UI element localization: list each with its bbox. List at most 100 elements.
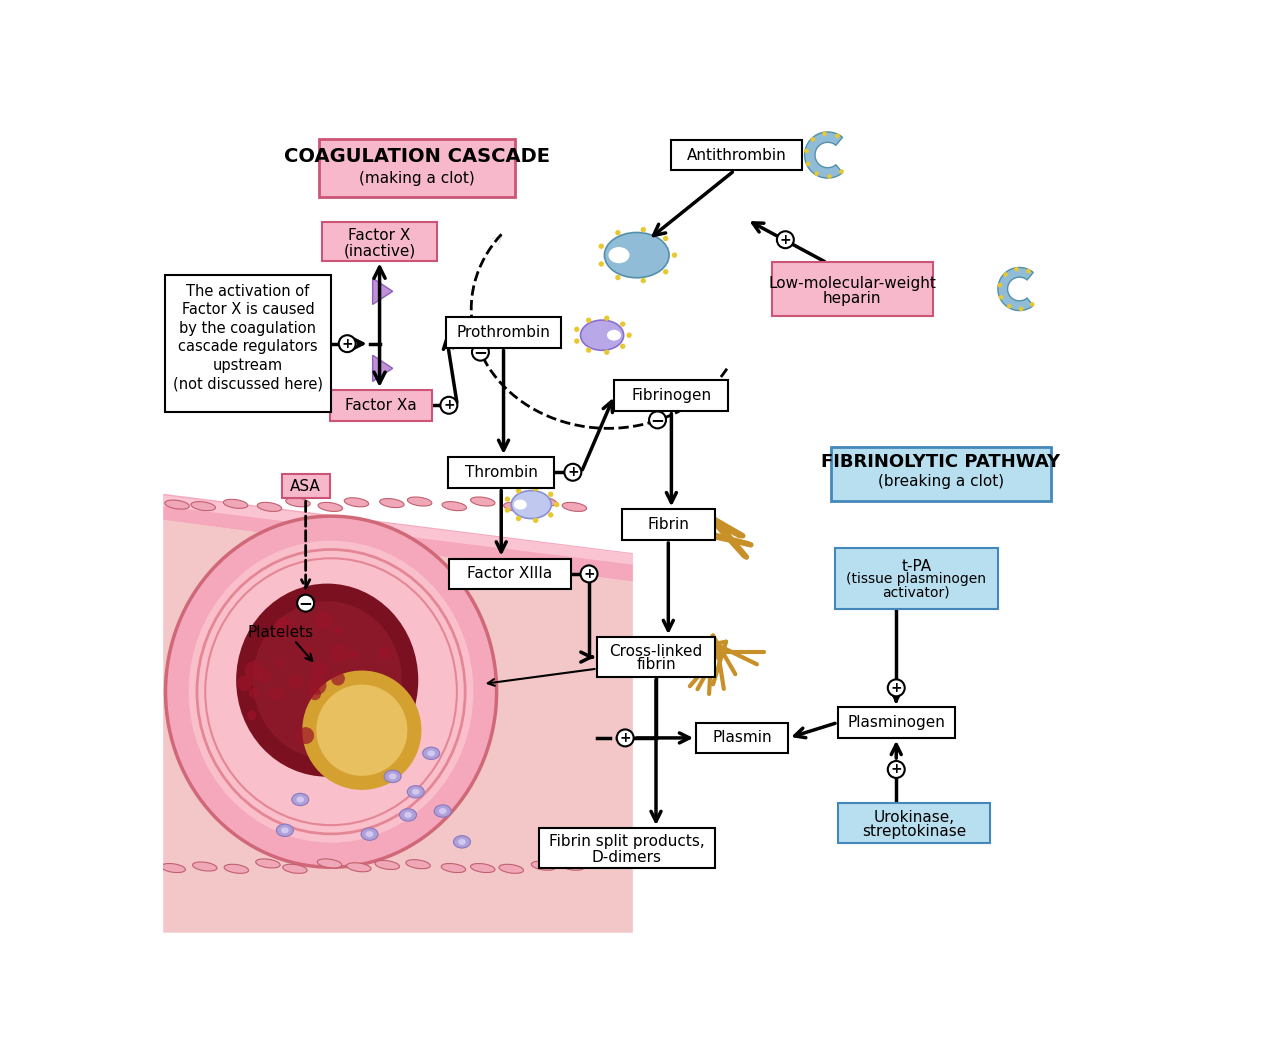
Ellipse shape bbox=[380, 499, 404, 507]
Ellipse shape bbox=[458, 838, 466, 845]
Circle shape bbox=[548, 492, 553, 497]
Text: (not discussed here): (not discussed here) bbox=[173, 376, 323, 391]
FancyBboxPatch shape bbox=[165, 276, 330, 412]
Circle shape bbox=[329, 643, 348, 662]
Ellipse shape bbox=[499, 865, 524, 873]
Ellipse shape bbox=[191, 502, 215, 510]
Circle shape bbox=[575, 339, 580, 344]
Text: The activation of: The activation of bbox=[187, 284, 310, 299]
Circle shape bbox=[810, 137, 815, 141]
Ellipse shape bbox=[399, 809, 416, 821]
Circle shape bbox=[237, 676, 252, 691]
Text: by the coagulation: by the coagulation bbox=[179, 321, 316, 335]
Circle shape bbox=[312, 661, 328, 677]
Circle shape bbox=[804, 149, 809, 153]
Circle shape bbox=[308, 687, 321, 700]
Ellipse shape bbox=[471, 497, 495, 506]
Ellipse shape bbox=[236, 584, 419, 777]
Ellipse shape bbox=[404, 812, 412, 818]
Ellipse shape bbox=[257, 502, 282, 511]
Circle shape bbox=[581, 566, 598, 583]
Circle shape bbox=[814, 171, 819, 176]
Ellipse shape bbox=[559, 861, 584, 870]
Circle shape bbox=[835, 133, 840, 138]
Circle shape bbox=[672, 253, 677, 258]
Ellipse shape bbox=[161, 864, 186, 873]
Circle shape bbox=[472, 344, 489, 361]
Circle shape bbox=[270, 687, 283, 701]
Ellipse shape bbox=[302, 671, 421, 790]
Circle shape bbox=[620, 344, 626, 349]
Circle shape bbox=[257, 670, 271, 683]
Circle shape bbox=[604, 349, 609, 355]
FancyBboxPatch shape bbox=[837, 707, 955, 738]
Ellipse shape bbox=[428, 750, 435, 757]
Ellipse shape bbox=[608, 247, 630, 263]
Circle shape bbox=[1014, 267, 1019, 271]
Ellipse shape bbox=[607, 330, 621, 341]
Circle shape bbox=[244, 661, 264, 679]
Polygon shape bbox=[372, 278, 393, 304]
Ellipse shape bbox=[344, 498, 369, 507]
Circle shape bbox=[332, 672, 344, 685]
Circle shape bbox=[297, 594, 314, 612]
Circle shape bbox=[663, 269, 668, 275]
Text: Platelets: Platelets bbox=[247, 625, 314, 640]
Polygon shape bbox=[164, 494, 632, 582]
Ellipse shape bbox=[224, 499, 248, 508]
Ellipse shape bbox=[422, 747, 439, 760]
FancyBboxPatch shape bbox=[696, 722, 788, 754]
Ellipse shape bbox=[347, 863, 371, 872]
Ellipse shape bbox=[276, 824, 293, 836]
Ellipse shape bbox=[282, 827, 289, 833]
Polygon shape bbox=[372, 355, 393, 381]
Circle shape bbox=[532, 486, 539, 492]
Ellipse shape bbox=[503, 502, 529, 511]
Text: +: + bbox=[891, 763, 902, 777]
Circle shape bbox=[626, 332, 632, 337]
Circle shape bbox=[998, 294, 1004, 300]
Circle shape bbox=[333, 626, 343, 635]
Text: +: + bbox=[342, 336, 353, 351]
Ellipse shape bbox=[366, 831, 374, 837]
Circle shape bbox=[554, 502, 559, 507]
Circle shape bbox=[888, 761, 905, 778]
Text: Fibrinogen: Fibrinogen bbox=[631, 388, 712, 402]
Ellipse shape bbox=[192, 861, 218, 871]
Ellipse shape bbox=[165, 500, 189, 509]
Circle shape bbox=[663, 236, 668, 241]
Text: +: + bbox=[780, 233, 791, 246]
Text: Factor XIIIa: Factor XIIIa bbox=[467, 566, 553, 582]
Ellipse shape bbox=[316, 684, 407, 776]
Circle shape bbox=[777, 232, 794, 248]
Circle shape bbox=[599, 243, 604, 249]
Text: +: + bbox=[620, 730, 631, 745]
Ellipse shape bbox=[412, 789, 420, 794]
Circle shape bbox=[308, 676, 326, 695]
Circle shape bbox=[620, 322, 626, 327]
Circle shape bbox=[888, 679, 905, 696]
Polygon shape bbox=[164, 520, 632, 933]
Circle shape bbox=[575, 327, 580, 332]
Circle shape bbox=[516, 516, 521, 521]
Circle shape bbox=[827, 174, 832, 179]
Text: Fibrin: Fibrin bbox=[648, 517, 689, 532]
Circle shape bbox=[440, 397, 457, 414]
Circle shape bbox=[599, 261, 604, 266]
FancyBboxPatch shape bbox=[445, 316, 562, 348]
FancyBboxPatch shape bbox=[614, 379, 728, 411]
Ellipse shape bbox=[361, 828, 378, 840]
Circle shape bbox=[586, 348, 591, 353]
Circle shape bbox=[275, 658, 285, 668]
Circle shape bbox=[279, 619, 289, 630]
Circle shape bbox=[1004, 272, 1007, 277]
Circle shape bbox=[822, 131, 827, 136]
Circle shape bbox=[532, 518, 539, 523]
Text: activator): activator) bbox=[882, 586, 950, 599]
Text: Plasmin: Plasmin bbox=[713, 730, 772, 745]
Ellipse shape bbox=[562, 502, 586, 511]
Ellipse shape bbox=[439, 808, 447, 814]
Text: fibrin: fibrin bbox=[636, 657, 676, 672]
Text: ASA: ASA bbox=[291, 479, 321, 494]
FancyBboxPatch shape bbox=[772, 262, 933, 315]
